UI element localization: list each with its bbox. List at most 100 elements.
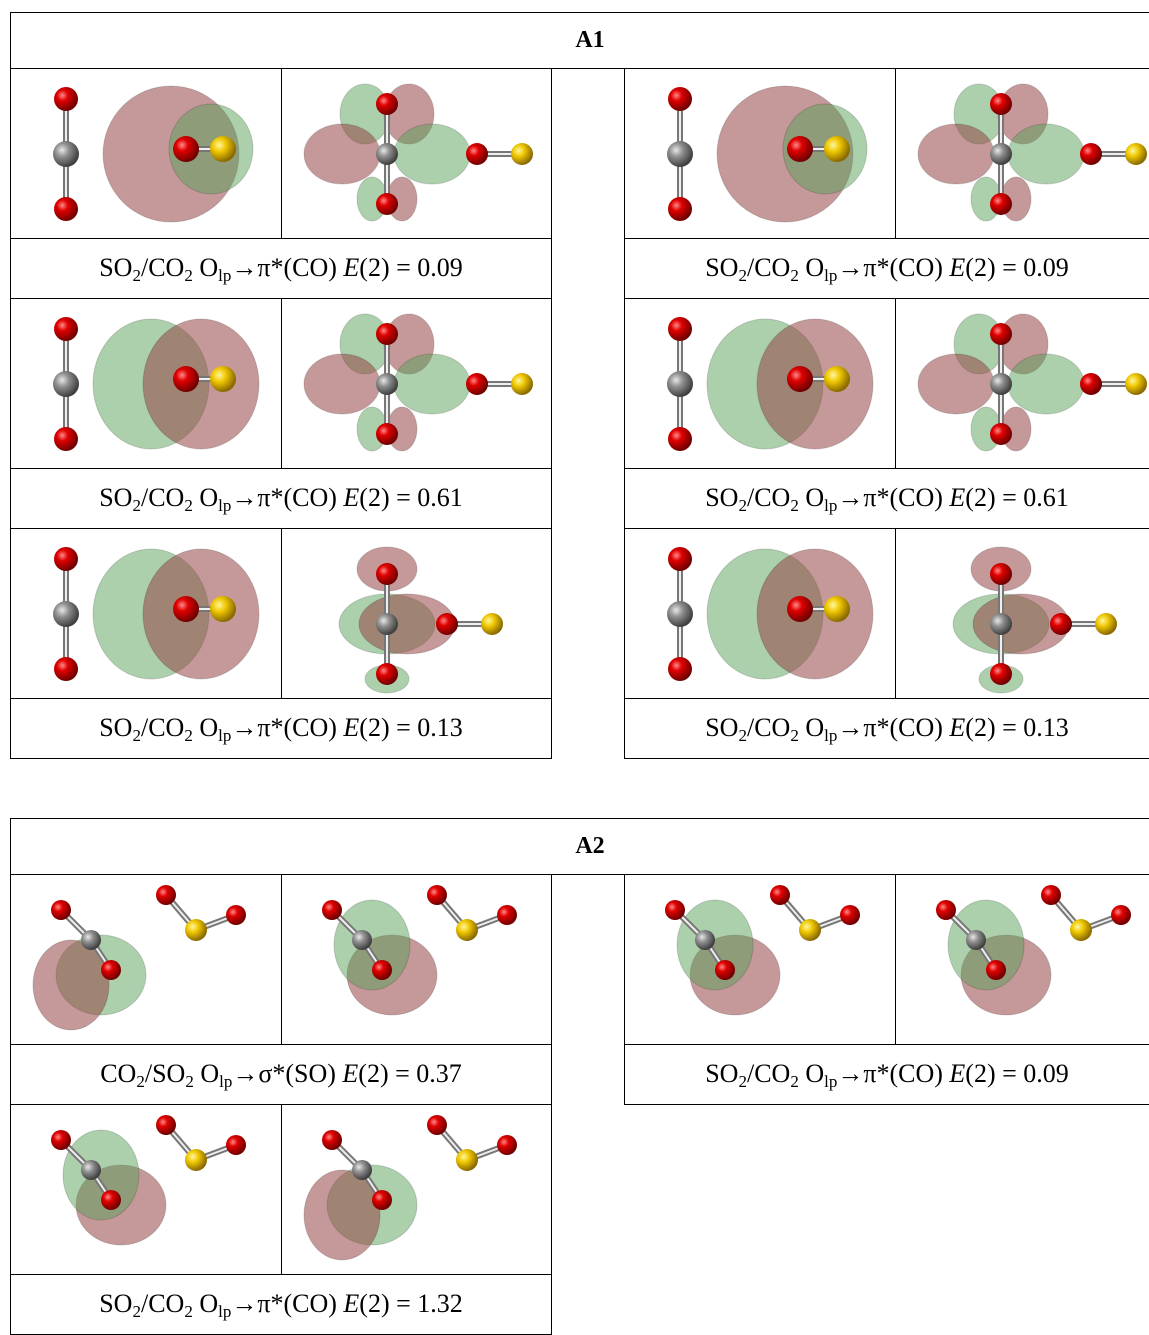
- orbital-lobe: [333, 899, 411, 991]
- atom: [787, 366, 813, 392]
- atom: [322, 900, 342, 920]
- orbital-lobe: [393, 353, 471, 415]
- atom: [715, 960, 735, 980]
- atom: [990, 93, 1012, 115]
- caption-text: →π*(CO): [837, 253, 950, 282]
- orbital-lobe: [303, 353, 381, 415]
- caption-text: O: [192, 483, 219, 512]
- atom: [156, 1115, 176, 1135]
- atom: [376, 423, 398, 445]
- orbital-lobe: [917, 353, 995, 415]
- caption-cell: SO2/CO2 Olp→π*(CO) E(2) = 0.61: [624, 468, 1149, 529]
- caption-cell: SO2/CO2 Olp→π*(CO) E(2) = 0.13: [624, 698, 1149, 759]
- caption-text: SO: [99, 253, 133, 282]
- caption-text: 2: [790, 266, 799, 285]
- caption-text: →π*(CO): [837, 1059, 950, 1088]
- caption-text: E: [343, 713, 360, 742]
- orbital-image: [53, 547, 260, 681]
- caption-text: SO: [705, 483, 739, 512]
- atom: [156, 885, 176, 905]
- atom: [667, 601, 693, 627]
- caption-text: 2: [132, 1302, 141, 1321]
- orbital-lobe: [1007, 353, 1085, 415]
- orbital-lobe: [393, 123, 471, 185]
- atom: [824, 366, 850, 392]
- orbital-image: [303, 1115, 517, 1261]
- orbital-image: [917, 83, 1147, 222]
- atom: [376, 613, 398, 635]
- atom: [352, 930, 372, 950]
- atom: [173, 136, 199, 162]
- atom: [990, 193, 1012, 215]
- atom: [427, 885, 447, 905]
- orbital-lobe: [917, 123, 995, 185]
- caption-text: O: [798, 483, 825, 512]
- caption-text: 2: [132, 266, 141, 285]
- caption-text: /CO: [140, 253, 185, 282]
- atom: [990, 663, 1012, 685]
- atom: [53, 141, 79, 167]
- orbital-lobe: [32, 939, 110, 1031]
- atom: [226, 1135, 246, 1155]
- caption-text: 2: [790, 496, 799, 515]
- orbital-image: [338, 546, 503, 694]
- orbital-lobe: [756, 548, 874, 680]
- atom: [376, 563, 398, 585]
- atom: [101, 1190, 121, 1210]
- atom: [173, 596, 199, 622]
- caption-text: →π*(CO): [231, 483, 344, 512]
- atom: [436, 613, 458, 635]
- caption-cell: SO2/CO2 Olp→π*(CO) E(2) = 0.13: [10, 698, 552, 759]
- section-title: A2: [10, 818, 1149, 875]
- caption-text: 2: [790, 1072, 799, 1091]
- atom: [511, 143, 533, 165]
- caption-text: (2) = 0.61: [965, 483, 1069, 512]
- atom: [990, 373, 1012, 395]
- orbital-lobe: [1007, 123, 1085, 185]
- atom: [990, 613, 1012, 635]
- atom: [210, 596, 236, 622]
- atom: [376, 193, 398, 215]
- atom: [173, 366, 199, 392]
- atom: [466, 143, 488, 165]
- caption-text: lp: [218, 1302, 232, 1321]
- caption-text: lp: [824, 726, 838, 745]
- atom: [990, 563, 1012, 585]
- atom: [667, 371, 693, 397]
- atom: [511, 373, 533, 395]
- caption-cell: SO2/CO2 Olp→π*(CO) E(2) = 0.61: [10, 468, 552, 529]
- atom: [787, 596, 813, 622]
- caption-text: 2: [184, 1302, 193, 1321]
- atom: [376, 143, 398, 165]
- caption-text: lp: [218, 726, 232, 745]
- atom: [667, 141, 693, 167]
- caption-text: E: [343, 483, 360, 512]
- caption-text: SO: [705, 713, 739, 742]
- caption-text: SO: [705, 1059, 739, 1088]
- caption-text: 2: [136, 1072, 145, 1091]
- atom: [185, 919, 207, 941]
- caption-text: →π*(CO): [231, 713, 344, 742]
- atom: [481, 613, 503, 635]
- caption-cell: SO2/CO2 Olp→π*(CO) E(2) = 0.09: [624, 238, 1149, 299]
- orbital-image: [917, 313, 1147, 452]
- caption-text: lp: [824, 266, 838, 285]
- caption-text: 2: [132, 496, 141, 515]
- atom: [81, 1160, 101, 1180]
- atom: [53, 371, 79, 397]
- orbital-image: [936, 885, 1131, 1016]
- caption-text: lp: [824, 1072, 838, 1091]
- atom: [322, 1130, 342, 1150]
- atom: [226, 905, 246, 925]
- atom: [54, 427, 78, 451]
- atom: [668, 317, 692, 341]
- orbital-lobe: [676, 899, 754, 991]
- atom: [668, 547, 692, 571]
- atom: [665, 900, 685, 920]
- atom: [101, 960, 121, 980]
- caption-text: /CO: [746, 1059, 791, 1088]
- atom: [1125, 373, 1147, 395]
- caption-text: →π*(CO): [837, 483, 950, 512]
- atom: [1070, 919, 1092, 941]
